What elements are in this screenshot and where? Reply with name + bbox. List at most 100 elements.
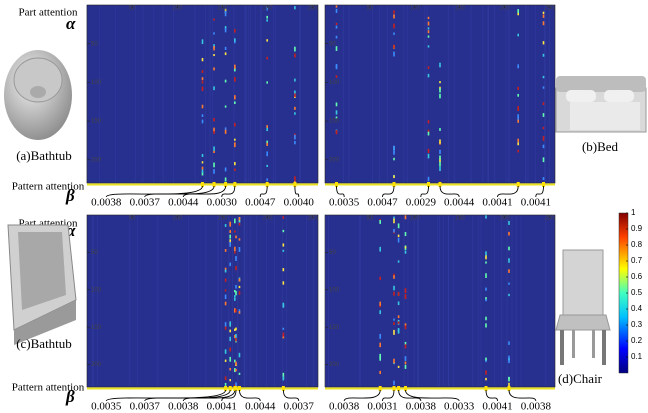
y-tick-label: 150 [329,325,340,331]
heatmap-cell [428,74,430,77]
heatmap-cell [439,63,441,68]
x-tick-label: 200 [262,216,273,222]
heatmap-cell [393,24,395,29]
pattern-value: 0.0031 [367,401,397,413]
heatmap-cell [229,330,231,333]
heatmap-cell [266,16,268,19]
heatmap-cell [235,256,237,261]
y-tick-label: 50 [91,250,98,256]
heatmap-cell [393,330,395,335]
heatmap-cell [405,251,407,254]
pattern-value: 0.0041 [521,197,551,209]
heatmap-cell [239,353,241,357]
heatmap-cell [266,165,268,167]
heatmap-cell [234,247,236,252]
heatmap-cell [428,66,430,69]
bed-render [556,76,646,132]
pattern-value: 0.0041 [207,401,237,413]
x-tick-label: 50 [367,6,374,12]
heatmap-cell [294,79,296,82]
colorbar-tick-label: 0.1 [631,352,643,361]
heatmap-cell [379,343,381,348]
heatmap-cell [517,34,519,37]
heatmap-cell [234,295,236,297]
heatmap-cell [266,125,268,128]
heatmap-cell [235,382,237,386]
heatmap-cell [428,154,430,159]
x-tick-label: 200 [262,6,273,12]
pattern-value: 0.0037 [130,197,161,209]
heatmap-cell [225,130,227,134]
heatmap-cell [428,132,430,136]
heatmap-cell [517,114,519,118]
heatmap-cell [336,9,338,13]
x-tick-label: 150 [455,6,466,12]
heatmap-cell [266,57,268,60]
heatmap-cell [439,128,441,131]
heatmap-cell [379,371,381,374]
heatmap-cell [239,373,241,375]
heatmap-cell [283,333,285,337]
pattern-connector [383,390,395,401]
heatmap-cell [234,142,236,147]
heatmap-cell [266,143,268,146]
y-tick-label: 100 [91,287,102,293]
heatmap-cell [428,27,430,29]
heatmap-cell [439,88,441,92]
heatmap-cell [439,155,441,159]
pattern-value: 0.0035 [91,401,122,413]
heatmap-cell [213,19,215,21]
heatmap-cell [239,279,241,282]
heatmap-cell [234,29,236,32]
heatmap-cell [234,95,236,99]
heatmap-cell [405,288,407,293]
heatmap-cell [225,224,227,227]
x-tick-label: 50 [367,216,374,222]
heatmap-cell [266,81,268,83]
heatmap-cell [393,146,395,150]
heatmap-cell [379,310,381,314]
heatmap-cell [225,295,227,299]
colorbar-tick-label: 0.3 [631,320,643,329]
heatmap-cell [202,58,204,61]
heatmap-cell [235,334,237,338]
heatmap-cell [405,344,407,348]
heatmap-cell [202,167,204,170]
heatmap-cell [213,131,215,134]
heatmap-cell [336,103,338,107]
heatmap-cell [283,304,285,308]
y-tick-label: 200 [91,157,102,163]
heatmap-cell [202,161,204,163]
heatmap-cell [543,145,545,148]
heatmap-cell [213,86,215,90]
y-tick-label: 200 [329,362,340,368]
beta: β [65,186,75,205]
colorbar-tick-label: 1 [631,208,636,217]
heatmap-cell [225,383,227,386]
heatmap-cell [508,269,510,273]
heatmap-cell [266,151,268,156]
heatmap-cell [485,358,487,361]
x-tick-label: 250 [308,216,319,222]
heatmap-cell [229,230,231,233]
pattern-value: 0.0041 [482,197,512,209]
alpha: α [66,14,76,33]
heatmap-cell [393,151,395,154]
heatmap-cell [405,246,407,248]
heatmap-cell [398,366,400,368]
heatmap-cell [543,136,545,141]
heatmap-cell [405,215,407,219]
heatmap-cell [336,75,338,78]
heatmap-cell [294,141,296,144]
heatmap-cell [517,107,519,111]
heatmap-cell [398,260,400,262]
heatmap-cell [283,376,285,380]
heatmap-cell [234,168,236,171]
y-tick-label: 150 [91,119,102,125]
heatmap-cell [202,77,204,80]
caption: (b)Bed [582,139,619,154]
heatmap-cell [543,14,545,17]
figure: Part attention α Pattern attention β Par… [0,0,648,413]
heatmap-cell [428,177,430,181]
heatmap-cell [428,149,430,153]
